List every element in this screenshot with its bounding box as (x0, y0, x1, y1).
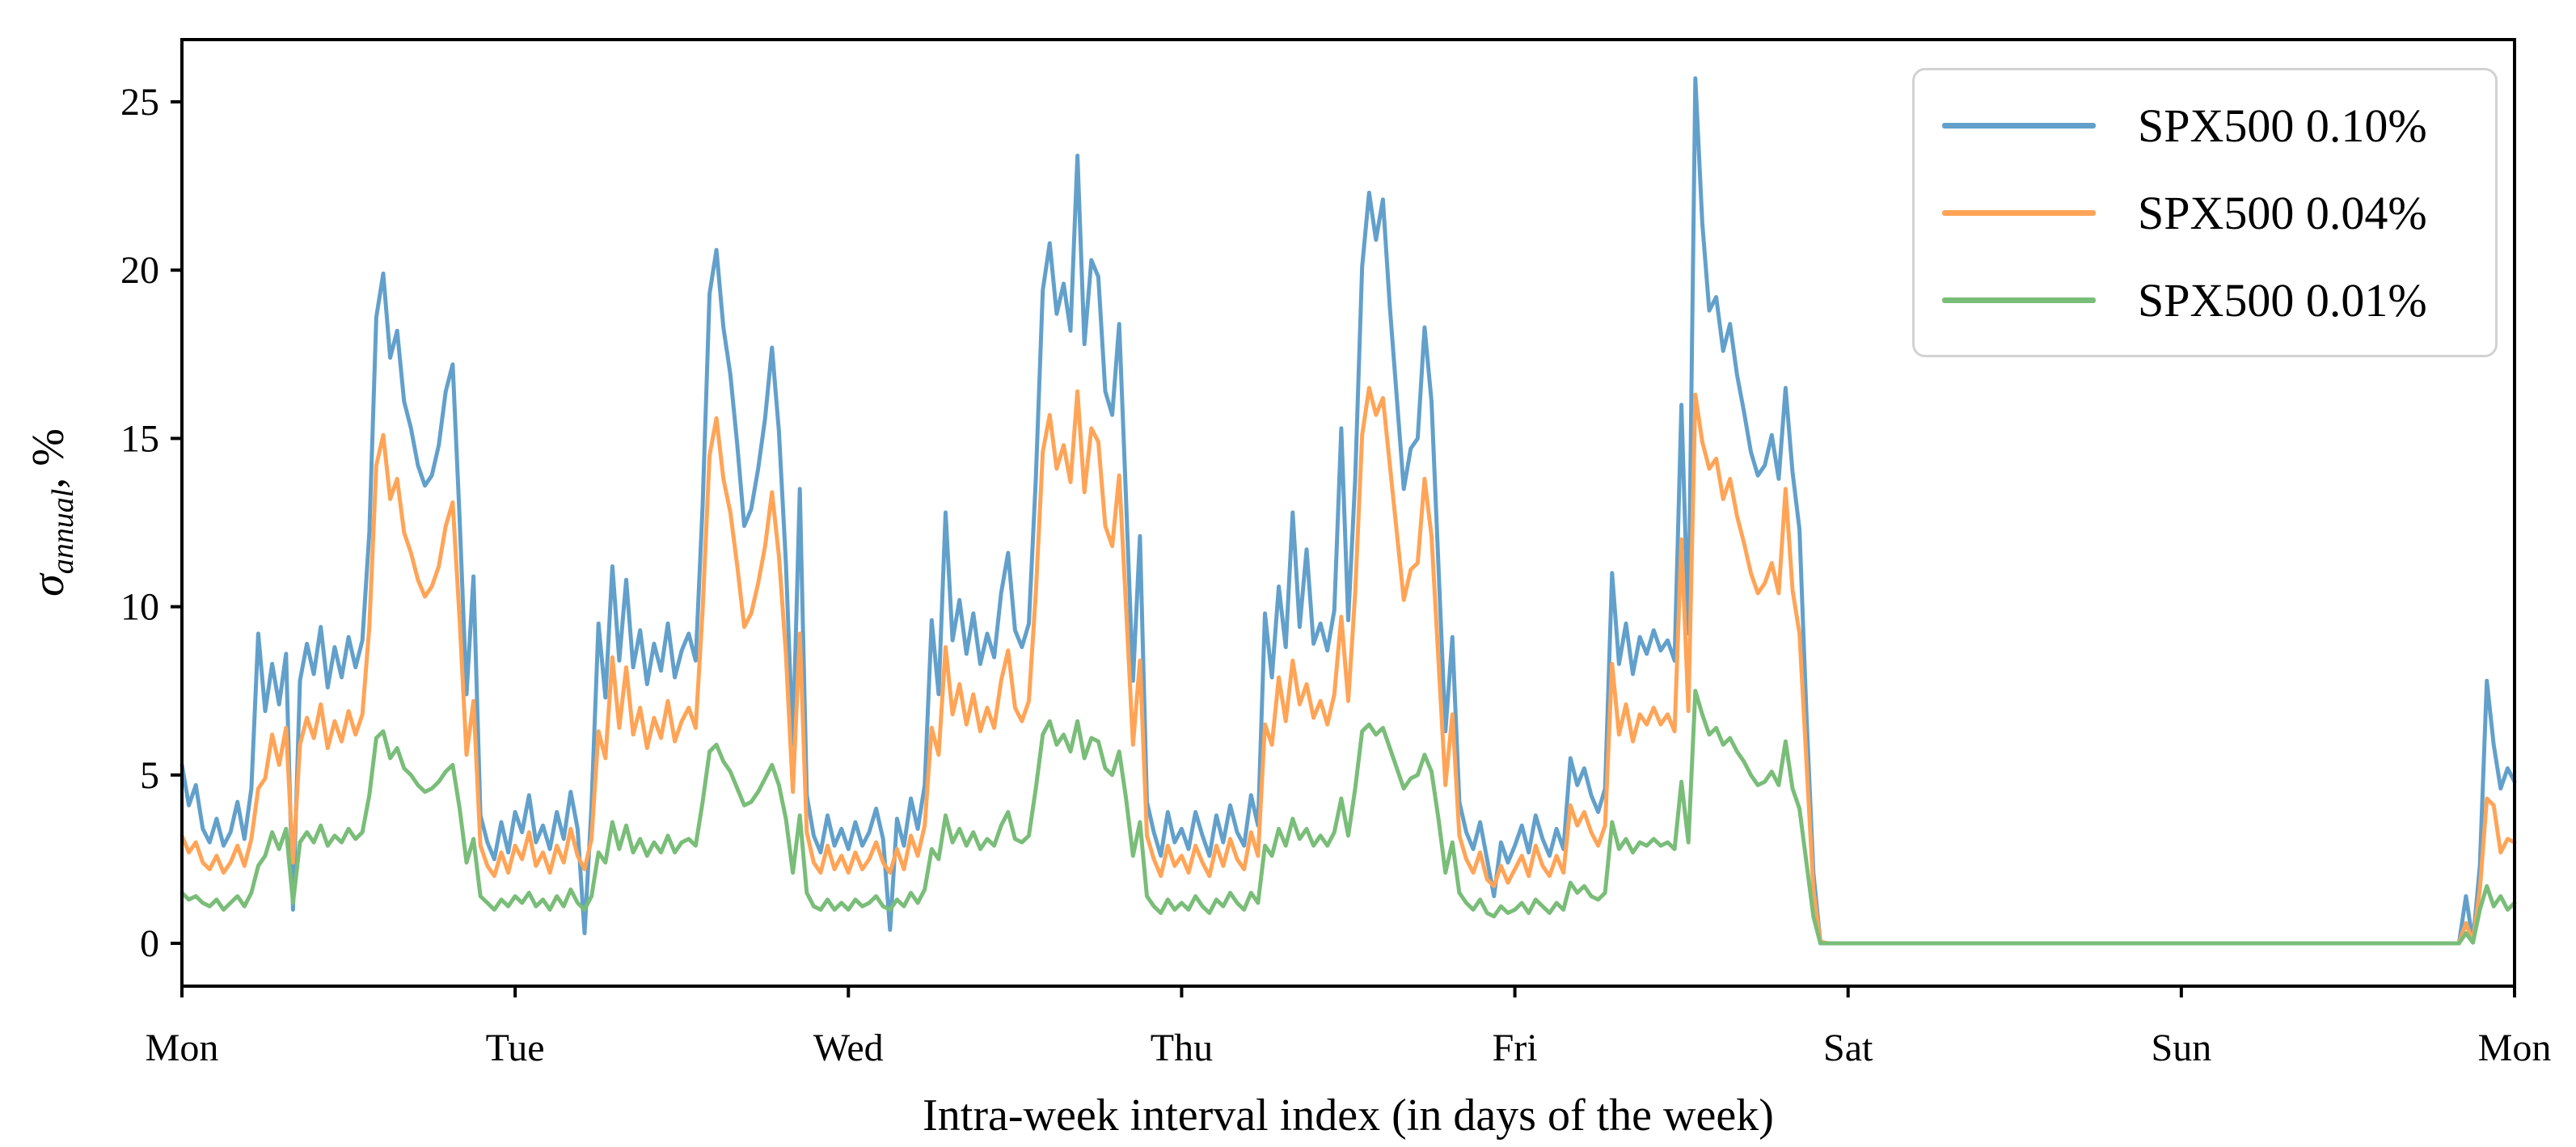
x-tick-label-6: Sun (2152, 1027, 2212, 1069)
y-tick-label-5: 25 (120, 81, 159, 124)
legend-item-1: SPX500 0.04% (1942, 186, 2468, 240)
y-axis-label: σannual, % (23, 428, 80, 597)
x-tick-label-4: Fri (1493, 1027, 1538, 1069)
y-tick-label-2: 10 (120, 586, 159, 629)
x-tick-label-3: Thu (1151, 1027, 1213, 1069)
plot-frame (180, 38, 2516, 988)
x-tick-label-5: Sat (1823, 1027, 1873, 1069)
legend-label-0: SPX500 0.10% (2138, 99, 2427, 152)
x-tick-label-1: Tue (486, 1027, 545, 1069)
legend-item-2: SPX500 0.01% (1942, 273, 2468, 327)
x-tick-label-2: Wed (813, 1027, 884, 1069)
series-line-2 (179, 689, 2517, 946)
y-tick-label-1: 5 (140, 754, 159, 797)
x-axis-label: Intra-week interval index (in days of th… (923, 1090, 1774, 1141)
series-line-1 (179, 386, 2517, 946)
legend-line-sample-0 (1942, 122, 2096, 129)
y-tick-label-4: 20 (120, 249, 159, 292)
legend-label-1: SPX500 0.04% (2138, 186, 2427, 239)
y-tick-label-3: 15 (120, 417, 159, 460)
legend: SPX500 0.10% SPX500 0.04% SPX500 0.01% (1912, 68, 2498, 357)
x-tick-label-0: Mon (146, 1027, 219, 1069)
legend-item-0: SPX500 0.10% (1942, 99, 2468, 153)
legend-line-sample-2 (1942, 297, 2096, 303)
legend-line-sample-1 (1942, 209, 2096, 216)
legend-label-2: SPX500 0.01% (2138, 273, 2427, 327)
y-tick-label-0: 0 (140, 922, 159, 965)
x-tick-label-7: Mon (2478, 1027, 2552, 1069)
